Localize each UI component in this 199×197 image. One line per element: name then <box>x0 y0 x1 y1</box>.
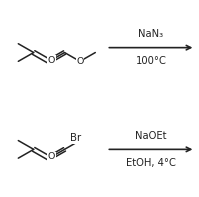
Text: NaN₃: NaN₃ <box>138 29 163 39</box>
Text: Br: Br <box>70 133 81 143</box>
Text: O: O <box>48 152 55 161</box>
Text: 100°C: 100°C <box>136 56 166 66</box>
Text: EtOH, 4°C: EtOH, 4°C <box>126 158 176 168</box>
Text: NaOEt: NaOEt <box>135 131 167 141</box>
Text: O: O <box>76 57 84 66</box>
Text: O: O <box>48 56 55 64</box>
